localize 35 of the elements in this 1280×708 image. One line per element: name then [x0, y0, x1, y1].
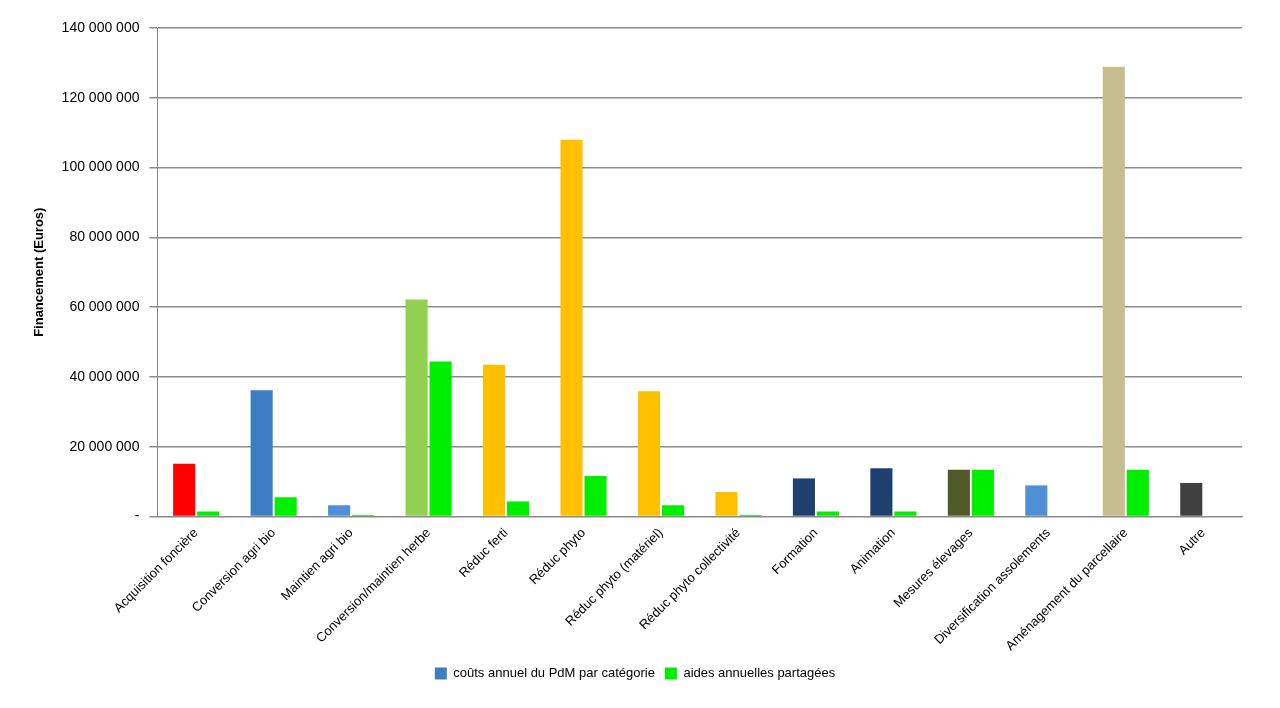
- bar: [197, 511, 220, 516]
- bar: [816, 511, 839, 516]
- bar: [560, 139, 583, 516]
- bar: [483, 364, 506, 516]
- bar: [661, 505, 685, 516]
- bar: [507, 501, 530, 516]
- bar: [792, 478, 815, 516]
- bar: [584, 475, 607, 516]
- bar: [250, 390, 273, 516]
- bar: [405, 299, 428, 516]
- bar: [1102, 66, 1125, 516]
- legend-label: aides annuelles partagées: [683, 665, 836, 681]
- bar: [1126, 469, 1149, 516]
- y-tick-label: 100 000 000: [61, 158, 140, 175]
- legend-label: coûts annuel du PdM par catégorie: [453, 665, 655, 681]
- bar: [429, 361, 452, 516]
- y-tick-label: 120 000 000: [61, 88, 140, 105]
- y-tick-label: 40 000 000: [69, 367, 140, 384]
- y-tick-label: 60 000 000: [69, 297, 140, 314]
- bar: [328, 505, 351, 516]
- y-tick-label: 20 000 000: [69, 437, 140, 454]
- y-tick-label: 80 000 000: [69, 228, 140, 245]
- y-tick-label: 140 000 000: [61, 18, 140, 35]
- bar: [947, 469, 970, 516]
- bar: [1025, 485, 1048, 516]
- bar: [715, 492, 738, 516]
- bar: [894, 511, 917, 516]
- bar: [1180, 482, 1203, 516]
- bar: [637, 391, 661, 516]
- bar: [870, 468, 893, 516]
- bar: [173, 463, 196, 516]
- y-tick-label: -: [134, 507, 140, 524]
- bar: [971, 469, 994, 516]
- y-axis-title: Financement (Euros): [31, 207, 47, 337]
- bar: [274, 497, 297, 516]
